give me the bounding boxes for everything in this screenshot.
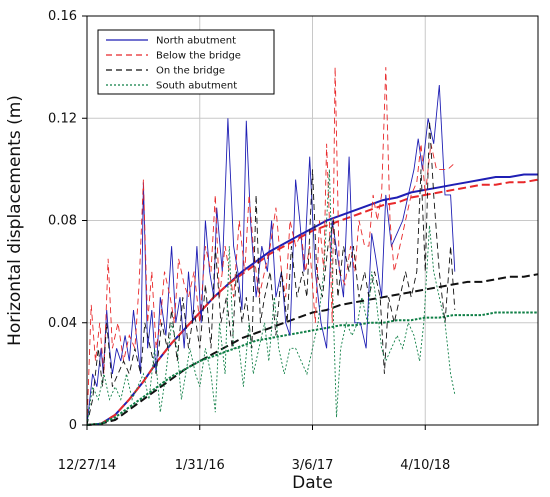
- legend: North abutment Below the bridge On the bri…: [97, 29, 275, 95]
- x-tick-label: 4/10/18: [400, 458, 450, 473]
- fit-curves: [86, 173, 539, 426]
- y-tick-label: 0.08: [48, 214, 77, 229]
- series-line: [86, 84, 456, 426]
- y-axis-title: Horizontal displacements (m): [5, 95, 25, 346]
- y-tick-label: 0: [69, 418, 77, 433]
- data-series: [86, 67, 456, 426]
- x-tick-labels: 12/27/14 1/31/16 3/6/17 4/10/18: [58, 425, 450, 473]
- series-line: [86, 169, 456, 426]
- legend-label: On the bridge: [156, 66, 225, 77]
- legend-box: [97, 29, 275, 95]
- y-tick-label: 0.16: [48, 9, 77, 24]
- x-tick-label: 1/31/16: [175, 458, 225, 473]
- legend-label: Below the bridge: [156, 51, 241, 62]
- x-tick-label: 3/6/17: [292, 458, 334, 473]
- fit-curve: [86, 178, 539, 426]
- legend-label: North abutment: [156, 36, 236, 47]
- series-line: [86, 120, 456, 426]
- x-tick-label: 12/27/14: [58, 458, 116, 473]
- y-tick-labels: 0 0.04 0.08 0.12 0.16: [48, 9, 87, 433]
- legend-label: South abutment: [156, 81, 237, 92]
- fit-curve: [86, 273, 539, 426]
- y-tick-label: 0.04: [48, 316, 77, 331]
- fit-curve: [86, 311, 538, 426]
- y-tick-label: 0.12: [48, 111, 77, 126]
- series-line: [86, 67, 454, 426]
- fit-curve: [86, 173, 538, 426]
- x-axis-title: Date: [292, 473, 333, 493]
